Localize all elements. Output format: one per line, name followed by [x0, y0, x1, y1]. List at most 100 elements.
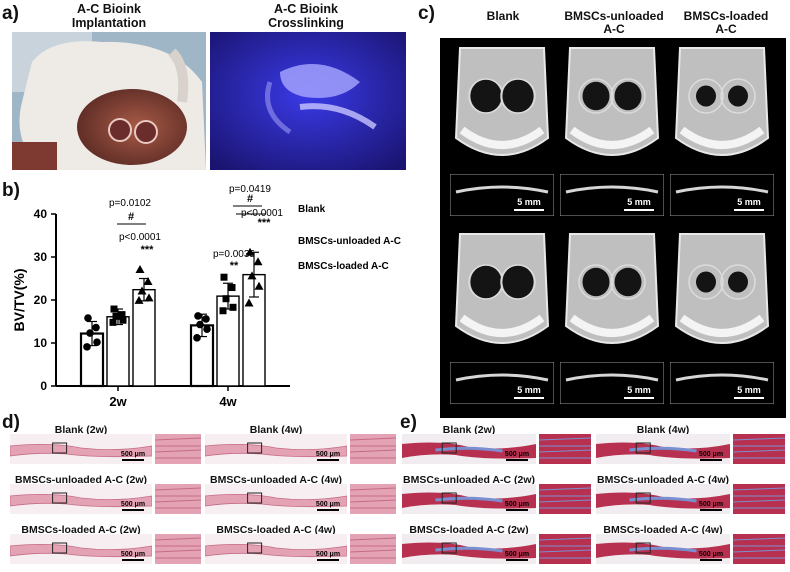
histology-section: 500 μm: [596, 484, 730, 514]
ct-slice-image: 5 mm: [450, 174, 554, 216]
defect-hole: [728, 271, 748, 293]
histology-inset: [539, 434, 591, 464]
defect-rim: [688, 78, 724, 114]
histology-title: Blank (2w): [54, 424, 108, 436]
annotation-p-4w-b: p<0.0001: [241, 208, 283, 219]
defect-rim: [578, 78, 614, 114]
histology-title: Blank (4w): [249, 424, 303, 436]
inset-fiber: [350, 499, 396, 503]
inset-fiber: [539, 437, 591, 441]
tissue-band: [10, 544, 152, 558]
data-point: [219, 307, 227, 315]
y-tick-label: 30: [34, 250, 48, 264]
inset-fiber: [350, 449, 396, 453]
data-point: [86, 329, 94, 337]
annotation-stars2-4w: **: [230, 260, 239, 272]
slice-bone: [675, 185, 769, 194]
bar-2w-1: [106, 316, 130, 387]
inset-fiber: [155, 487, 201, 491]
data-point: [229, 303, 237, 311]
data-point: [137, 286, 147, 295]
zoom-box: [247, 492, 263, 504]
tissue-band: [402, 542, 536, 559]
scale-bar-label: 500 μm: [699, 451, 723, 458]
inset-fiber: [155, 449, 201, 453]
defect-hole: [696, 271, 716, 293]
inset-fiber: [155, 549, 201, 553]
data-point: [220, 273, 228, 281]
defect-hole: [728, 85, 748, 107]
inset-fiber: [733, 499, 785, 503]
scale-bar-label: 500 μm: [121, 501, 145, 508]
ct-slice-image: 5 mm: [670, 362, 774, 404]
scale-bar-label: 500 μm: [505, 501, 529, 508]
col-label-blank: Blank: [486, 9, 520, 23]
histology-section: 500 μm: [10, 534, 152, 564]
row-label-2w: 2w: [415, 116, 433, 137]
histology-section: 500 μm: [205, 534, 347, 564]
y-axis-label: BV/TV(%): [11, 269, 27, 332]
histology-inset: [155, 534, 201, 564]
y-tick-label: 10: [34, 336, 48, 350]
histology-inset: [733, 484, 785, 514]
inset-fiber: [539, 537, 591, 541]
skull-ridge: [569, 126, 655, 149]
zoom-box: [635, 442, 651, 454]
zoom-box: [247, 442, 263, 454]
ct-skull-image: [674, 233, 770, 344]
annotation-p-2w-a: p=0.0102: [109, 198, 151, 209]
ct-slice-image: 5 mm: [560, 174, 664, 216]
data-point: [254, 281, 264, 290]
data-point: [110, 305, 118, 313]
bar-2w-2: [132, 288, 156, 387]
data-point: [134, 295, 144, 304]
histology-title: BMSCs-loaded A-C (2w): [409, 524, 529, 536]
annotation-hash-2w: #: [128, 211, 134, 223]
histology-title: Blank (4w): [636, 424, 690, 436]
y-tick-label: 40: [34, 207, 48, 221]
skull-ridge: [679, 126, 765, 149]
skull-ridge: [459, 314, 545, 337]
scale-bar-label: 500 μm: [505, 451, 529, 458]
histology-section: 500 μm: [10, 434, 152, 464]
defect-hole: [502, 265, 534, 299]
histology-inset: [733, 434, 785, 464]
crosslinking-photo: [210, 32, 406, 170]
panel-d-letter: d): [2, 412, 20, 433]
histology-title: BMSCs-loaded A-C (2w): [21, 524, 141, 536]
x-tick-label-2w: 2w: [109, 394, 127, 409]
data-point: [196, 320, 204, 329]
defect-rim: [578, 264, 614, 300]
scale-bar-label: 500 μm: [121, 451, 145, 458]
inset-fiber: [155, 537, 201, 541]
scale-bar-label: 500 μm: [316, 551, 340, 558]
histology-section: 500 μm: [596, 534, 730, 564]
histology-section: 500 μm: [402, 434, 536, 464]
slice-bone: [455, 373, 549, 382]
zoom-box: [441, 542, 457, 554]
inset-fiber: [539, 499, 591, 503]
data-point: [228, 284, 236, 292]
defect-rim: [610, 78, 646, 114]
histology-title: BMSCs-loaded A-C (4w): [603, 524, 723, 536]
histology-section: 500 μm: [205, 434, 347, 464]
histology-title: Blank (2w): [442, 424, 496, 436]
data-point: [253, 257, 263, 266]
defect-rim: [610, 264, 646, 300]
inset-fiber: [155, 499, 201, 503]
slice-bone: [565, 373, 659, 382]
inset-fiber: [539, 549, 591, 553]
tissue-band: [10, 444, 152, 458]
zoom-box: [247, 542, 263, 554]
row-label-4w: 4w: [415, 303, 433, 324]
zoom-box: [635, 542, 651, 554]
histology-inset: [350, 534, 396, 564]
data-point: [194, 312, 202, 320]
histology-inset: [350, 434, 396, 464]
ct-skull-image: [454, 47, 550, 156]
data-point: [143, 277, 153, 286]
ct-skull-image: [564, 47, 660, 156]
panel-a-right-title: A-C Bioink Crosslinking: [268, 2, 344, 30]
annotation-p-4w-a: p=0.0419: [229, 184, 271, 195]
